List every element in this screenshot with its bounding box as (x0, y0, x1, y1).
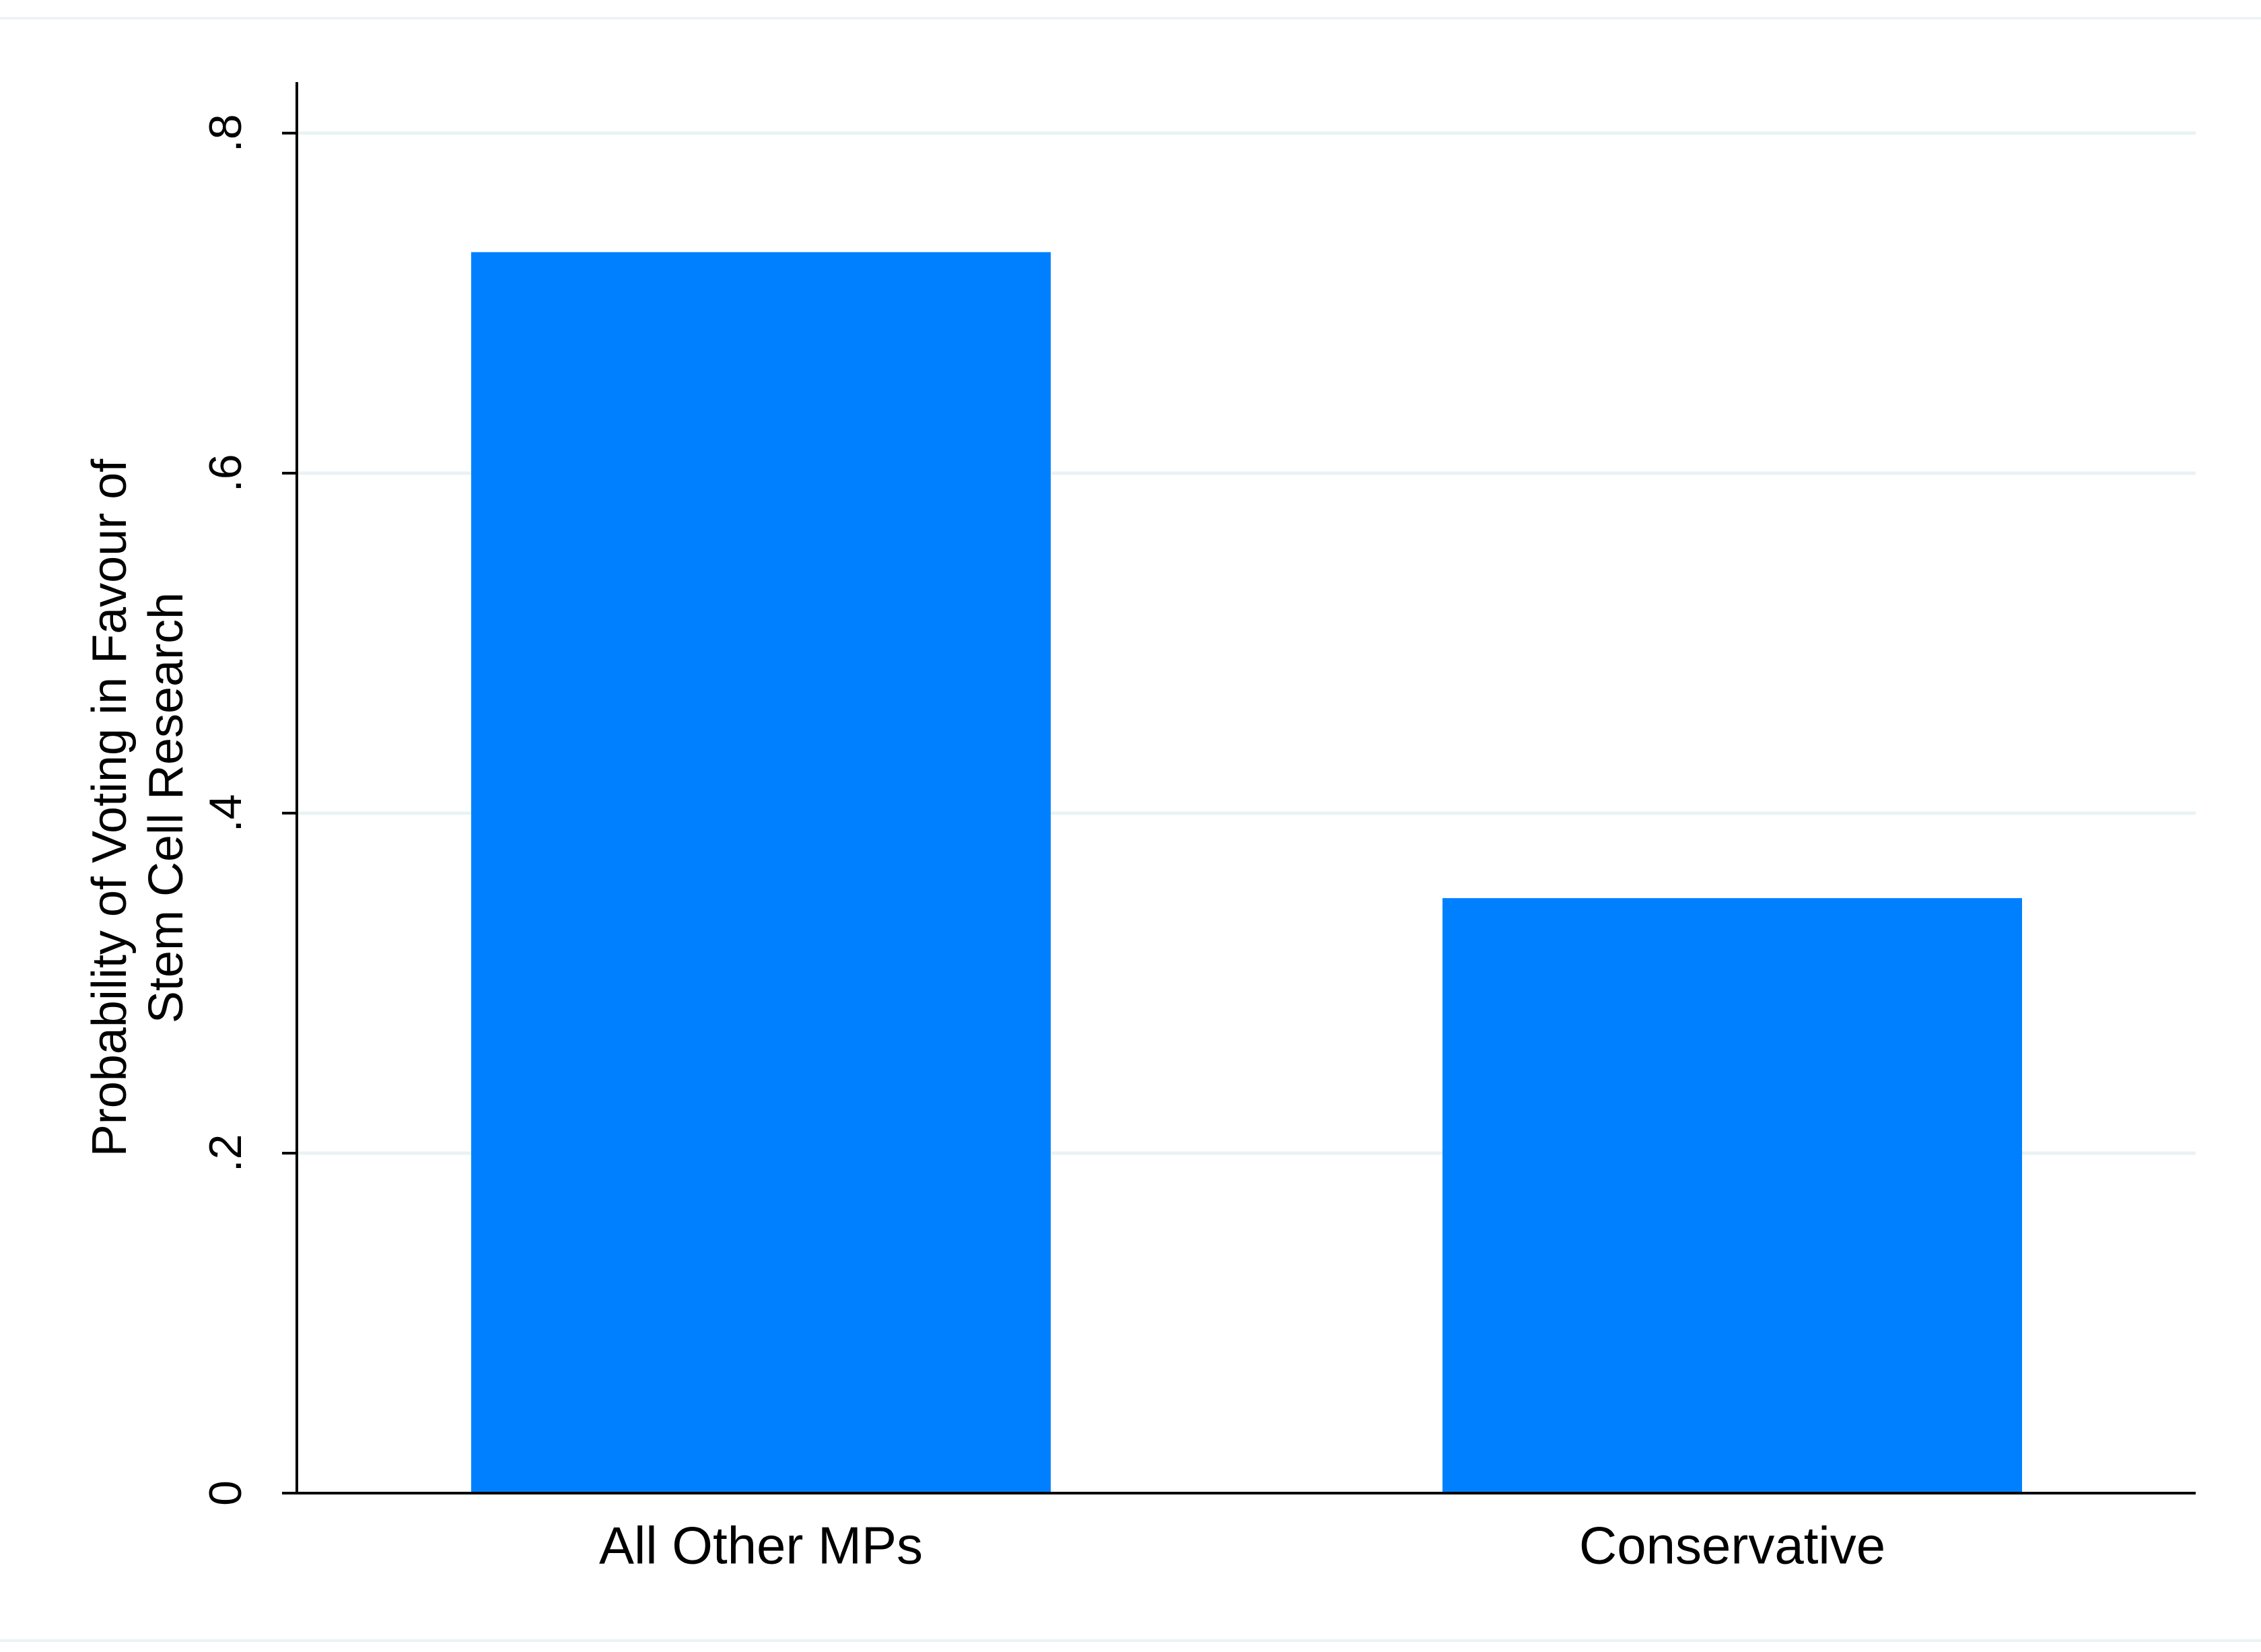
bar (471, 252, 1051, 1493)
y-tick-label: .2 (200, 1134, 251, 1173)
y-tick-label: 0 (200, 1480, 251, 1506)
y-axis-title: Probability of Voting in Favour of Stem C… (83, 458, 193, 1157)
y-axis-title-line: Probability of Voting in Favour of (83, 458, 137, 1157)
bar (1442, 898, 2022, 1493)
y-tick-label: .6 (200, 454, 251, 492)
y-axis-title-line: Stem Cell Research (139, 592, 193, 1023)
y-tick-label: .4 (200, 794, 251, 833)
x-tick-label: All Other MPs (599, 1516, 923, 1575)
x-tick-label: Conservative (1579, 1516, 1885, 1575)
y-tick-label: .8 (200, 114, 251, 152)
